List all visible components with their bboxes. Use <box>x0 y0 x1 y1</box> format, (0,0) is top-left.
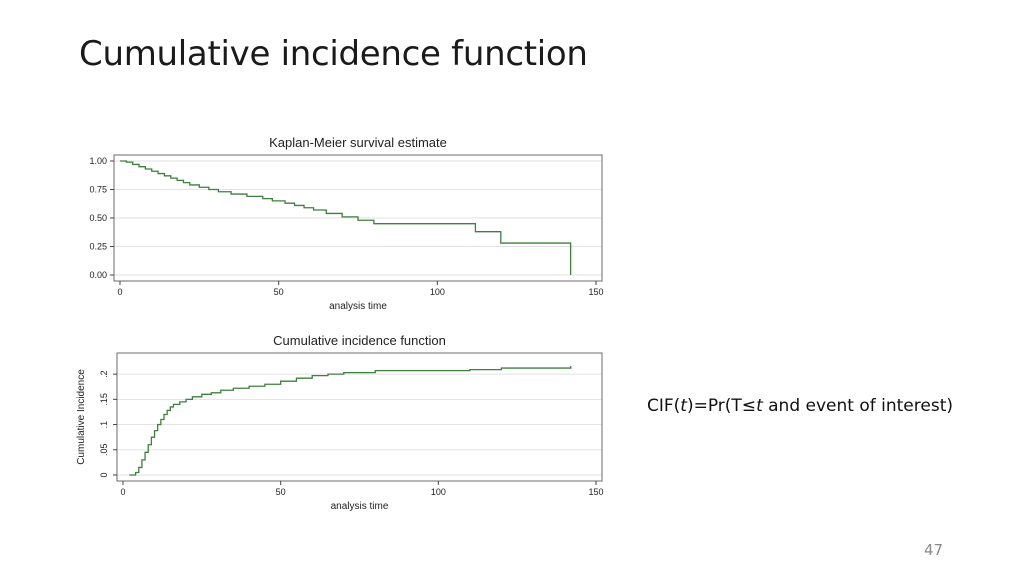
cif-ytick-label-1: .05 <box>99 444 109 457</box>
formula-t1: t <box>680 396 687 416</box>
formula-suffix: and event of interest) <box>762 396 953 416</box>
cif-ytick-label-0: 0 <box>99 472 109 477</box>
cif-chart: Cumulative incidence function 0 .05 .1 .15 .2… <box>76 333 604 512</box>
formula-t2: t <box>756 396 763 416</box>
km-ytick-label-3: 0.75 <box>89 185 107 195</box>
km-ytick-label-1: 0.25 <box>89 242 107 252</box>
cif-ytick-label-3: .15 <box>99 393 109 406</box>
km-xtick-label-3: 150 <box>588 287 603 297</box>
cif-formula: CIF(t)=Pr(T≤t and event of interest) <box>647 396 953 416</box>
km-ytick-label-4: 1.00 <box>89 156 107 166</box>
cif-xtick-label-0: 0 <box>120 487 125 497</box>
cif-xtick-label-1: 50 <box>276 487 286 497</box>
cif-xtick-label-3: 150 <box>588 487 603 497</box>
formula-prefix: CIF( <box>647 396 681 416</box>
km-xtick-label-2: 100 <box>430 287 445 297</box>
km-ytick-label-2: 0.50 <box>89 213 107 223</box>
slide-title: Cumulative incidence function <box>79 34 588 74</box>
cif-series-line-0 <box>129 366 572 476</box>
cif-title: Cumulative incidence function <box>273 333 446 348</box>
charts-area: Kaplan-Meier survival estimate0.000.250.… <box>76 135 604 512</box>
km-ytick-label-0: 0.00 <box>89 270 107 280</box>
km-series-line-0 <box>120 160 572 275</box>
cif-ytick-label-2: .1 <box>99 421 109 429</box>
km-xtick-label-0: 0 <box>117 287 122 297</box>
page-number: 47 <box>924 541 944 559</box>
km-xtick-label-1: 50 <box>274 287 284 297</box>
km-title: Kaplan-Meier survival estimate <box>269 135 447 150</box>
cif-ytick-label-4: .2 <box>99 370 109 378</box>
cif-plot-frame <box>116 352 603 482</box>
formula-mid: )=Pr(T≤ <box>686 396 757 416</box>
cif-xlabel: analysis time <box>331 501 389 512</box>
cif-ylabel: Cumulative Incidence <box>76 369 87 465</box>
km-chart: Kaplan-Meier survival estimate 0.00 0.25 0.… <box>89 135 603 312</box>
km-xlabel: analysis time <box>329 301 387 312</box>
cif-xtick-label-2: 100 <box>431 487 446 497</box>
